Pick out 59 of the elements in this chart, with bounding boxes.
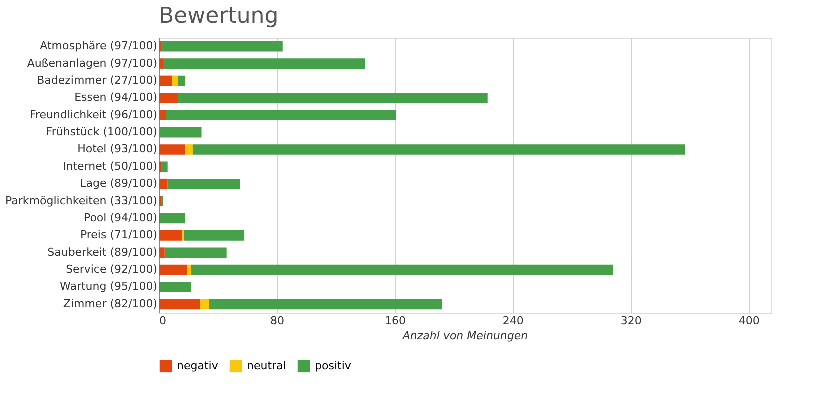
bar xyxy=(209,299,442,310)
x-tick-label: 160 xyxy=(384,314,406,328)
y-tick-label: Badezimmer (27/100) xyxy=(37,74,158,87)
bar xyxy=(159,41,162,52)
bar xyxy=(159,127,202,138)
y-tick-label: Wartung (95/100) xyxy=(60,280,158,294)
bar xyxy=(162,41,283,52)
y-tick-label: Pool (94/100) xyxy=(84,211,158,224)
bar xyxy=(159,196,162,206)
bar xyxy=(192,144,686,155)
bar xyxy=(159,230,183,241)
bar xyxy=(160,213,186,224)
y-tick-label: Hotel (93/100) xyxy=(78,142,158,156)
y-tick-label: Internet (50/100) xyxy=(63,160,158,173)
y-tick-label: Außenanlagen (97/100) xyxy=(27,56,158,70)
bar xyxy=(164,248,227,258)
bar xyxy=(159,76,172,86)
bar xyxy=(187,264,192,276)
bar xyxy=(178,76,186,86)
y-tick-label: Freundlichkeit (96/100) xyxy=(30,108,158,122)
bar xyxy=(184,230,245,241)
bar xyxy=(159,110,166,120)
bar xyxy=(160,282,192,292)
legend-label: positiv xyxy=(315,359,352,372)
y-tick-label: Atmosphäre (97/100) xyxy=(40,40,158,53)
x-tick-label: 0 xyxy=(160,314,166,328)
x-tick-label: 400 xyxy=(738,314,760,328)
bar xyxy=(159,93,178,104)
y-tick-label: Parkmöglichkeiten (33/100) xyxy=(6,194,158,208)
bar xyxy=(172,76,178,86)
y-tick-label: Zimmer (82/100) xyxy=(63,297,158,310)
bar xyxy=(186,144,193,155)
x-tick-label: 80 xyxy=(270,314,284,328)
y-tick-label: Essen (94/100) xyxy=(74,91,158,104)
legend-label: neutral xyxy=(247,359,286,372)
bar xyxy=(168,178,240,190)
bar xyxy=(191,264,614,276)
bar xyxy=(159,162,162,172)
bar xyxy=(159,248,165,258)
bar xyxy=(200,299,210,310)
bar xyxy=(163,58,366,69)
chart-title: Bewertung xyxy=(159,4,279,29)
bar xyxy=(159,178,168,190)
bar xyxy=(159,144,186,155)
y-tick-label: Lage (89/100) xyxy=(80,177,158,190)
y-tick-label: Service (92/100) xyxy=(66,263,158,276)
y-tick-label: Preis (71/100) xyxy=(80,228,158,242)
bar xyxy=(162,162,168,172)
bar xyxy=(178,93,488,104)
x-axis-title: Anzahl von Meinungen xyxy=(402,330,528,342)
bar xyxy=(159,264,188,276)
y-tick-label: Frühstück (100/100) xyxy=(46,126,158,139)
y-tick-label: Sauberkeit (89/100) xyxy=(48,246,158,259)
bar xyxy=(159,299,200,310)
x-tick-label: 240 xyxy=(502,314,524,328)
bar xyxy=(159,58,164,69)
legend-label: negativ xyxy=(177,359,219,372)
bar xyxy=(166,110,396,120)
x-tick-label: 320 xyxy=(620,314,642,328)
